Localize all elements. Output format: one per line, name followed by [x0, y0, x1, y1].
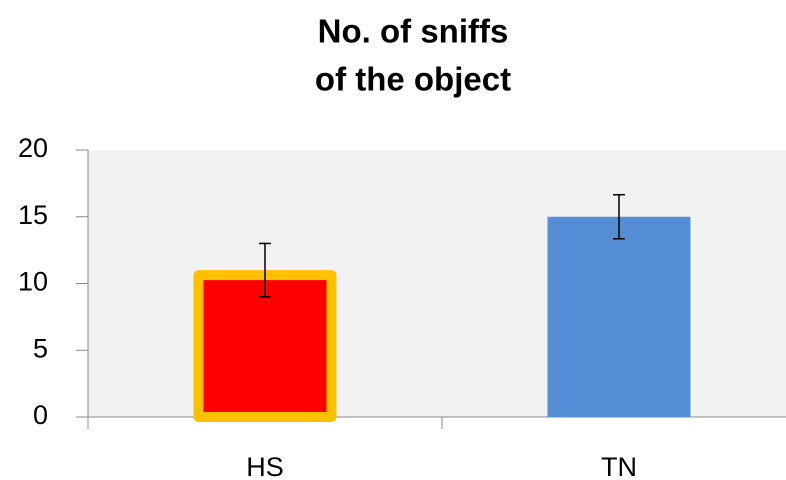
bar [193, 270, 337, 422]
y-tick-label: 10 [18, 267, 48, 297]
y-tick-label: 5 [33, 333, 48, 363]
x-tick-label: HS [246, 452, 284, 480]
chart-title: of the object [315, 61, 511, 98]
chart-title: No. of sniffs [318, 13, 509, 50]
y-tick-label: 20 [18, 133, 48, 163]
bar [547, 216, 691, 417]
y-tick-label: 0 [33, 400, 48, 430]
x-tick-label: TN [601, 452, 637, 480]
y-tick-label: 15 [18, 200, 48, 230]
